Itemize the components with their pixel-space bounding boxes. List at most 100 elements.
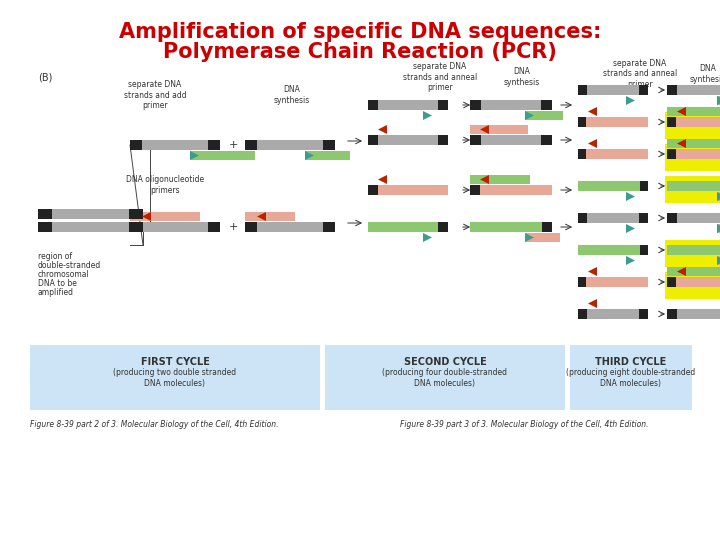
Bar (470, 100, 552, 110)
Text: amplified: amplified (38, 288, 74, 297)
Bar (639, 181, 648, 191)
Text: DNA
synthesis: DNA synthesis (690, 64, 720, 84)
Bar (665, 240, 720, 267)
Bar (541, 135, 552, 145)
Polygon shape (588, 107, 597, 116)
Bar (470, 125, 528, 134)
Bar (578, 85, 587, 95)
Bar (208, 222, 220, 232)
Bar (245, 222, 257, 232)
Bar (578, 213, 648, 223)
Bar (665, 112, 720, 139)
Bar (245, 222, 335, 232)
Bar (470, 135, 552, 145)
Bar (667, 107, 720, 116)
Bar (667, 149, 676, 159)
Bar (639, 245, 648, 255)
Bar (667, 181, 720, 191)
Bar (578, 309, 648, 319)
Bar (667, 213, 677, 223)
Bar (578, 245, 648, 255)
Bar (368, 222, 448, 232)
Bar (667, 277, 720, 287)
Bar (717, 96, 720, 105)
Polygon shape (626, 96, 635, 105)
Bar (665, 144, 720, 171)
Text: (B): (B) (38, 73, 53, 83)
Polygon shape (717, 96, 720, 105)
Polygon shape (677, 267, 686, 276)
Bar (38, 222, 143, 232)
Bar (667, 117, 720, 127)
Bar (667, 277, 676, 287)
Text: (producing eight double-stranded
DNA molecules): (producing eight double-stranded DNA mol… (567, 368, 696, 388)
Text: (producing four double-stranded
DNA molecules): (producing four double-stranded DNA mole… (382, 368, 508, 388)
Text: DNA
synthesis: DNA synthesis (274, 85, 310, 105)
Text: DNA to be: DNA to be (38, 279, 77, 288)
Bar (667, 117, 676, 127)
Bar (717, 192, 720, 201)
Bar (245, 212, 295, 221)
Polygon shape (525, 111, 534, 120)
Bar (470, 135, 481, 145)
Bar (368, 135, 448, 145)
Text: separate DNA
strands and add
primer: separate DNA strands and add primer (124, 80, 186, 110)
Polygon shape (677, 139, 686, 148)
Text: Figure 8-39 part 2 of 3. Molecular Biology of the Cell, 4th Edition.: Figure 8-39 part 2 of 3. Molecular Biolo… (30, 420, 279, 429)
Polygon shape (257, 212, 266, 221)
Polygon shape (142, 212, 151, 221)
Text: DNA
synthesis: DNA synthesis (504, 68, 540, 87)
Bar (667, 309, 720, 319)
Bar (578, 277, 586, 287)
Bar (542, 222, 552, 232)
Polygon shape (480, 125, 489, 134)
Bar (667, 245, 720, 255)
Polygon shape (190, 151, 199, 160)
Bar (717, 224, 720, 233)
Bar (130, 222, 143, 232)
Bar (665, 272, 720, 299)
Bar (667, 213, 720, 223)
Bar (38, 209, 143, 219)
Polygon shape (626, 192, 635, 201)
Bar (30, 345, 320, 410)
Bar (578, 85, 648, 95)
Text: region of: region of (38, 252, 72, 261)
Polygon shape (480, 175, 489, 184)
Bar (541, 100, 552, 110)
Bar (190, 151, 255, 160)
Bar (525, 111, 563, 120)
Bar (717, 256, 720, 265)
Bar (570, 345, 692, 410)
Bar (368, 185, 448, 195)
Polygon shape (588, 299, 597, 308)
Text: separate DNA
strands and anneal
primer: separate DNA strands and anneal primer (603, 59, 677, 89)
Bar (130, 222, 142, 232)
Bar (525, 233, 560, 242)
Bar (667, 267, 720, 276)
Polygon shape (717, 256, 720, 265)
Text: (producing two double stranded
DNA molecules): (producing two double stranded DNA molec… (114, 368, 237, 388)
Bar (578, 181, 648, 191)
Polygon shape (626, 256, 635, 265)
Polygon shape (305, 151, 314, 160)
Bar (438, 135, 448, 145)
Text: THIRD CYCLE: THIRD CYCLE (595, 357, 667, 367)
Polygon shape (626, 224, 635, 233)
Bar (305, 151, 350, 160)
Bar (578, 117, 586, 127)
Text: chromosomal: chromosomal (38, 270, 90, 279)
Text: SECOND CYCLE: SECOND CYCLE (404, 357, 487, 367)
Text: separate DNA
strands and anneal
primer: separate DNA strands and anneal primer (403, 62, 477, 92)
Bar (245, 140, 257, 150)
Polygon shape (423, 233, 432, 242)
Bar (130, 140, 142, 150)
Polygon shape (677, 107, 686, 116)
Bar (578, 117, 648, 127)
Bar (578, 149, 648, 159)
Text: Amplification of specific DNA sequences:: Amplification of specific DNA sequences: (119, 22, 601, 42)
Bar (130, 209, 143, 219)
Bar (38, 222, 52, 232)
Bar (368, 135, 379, 145)
Bar (438, 100, 448, 110)
